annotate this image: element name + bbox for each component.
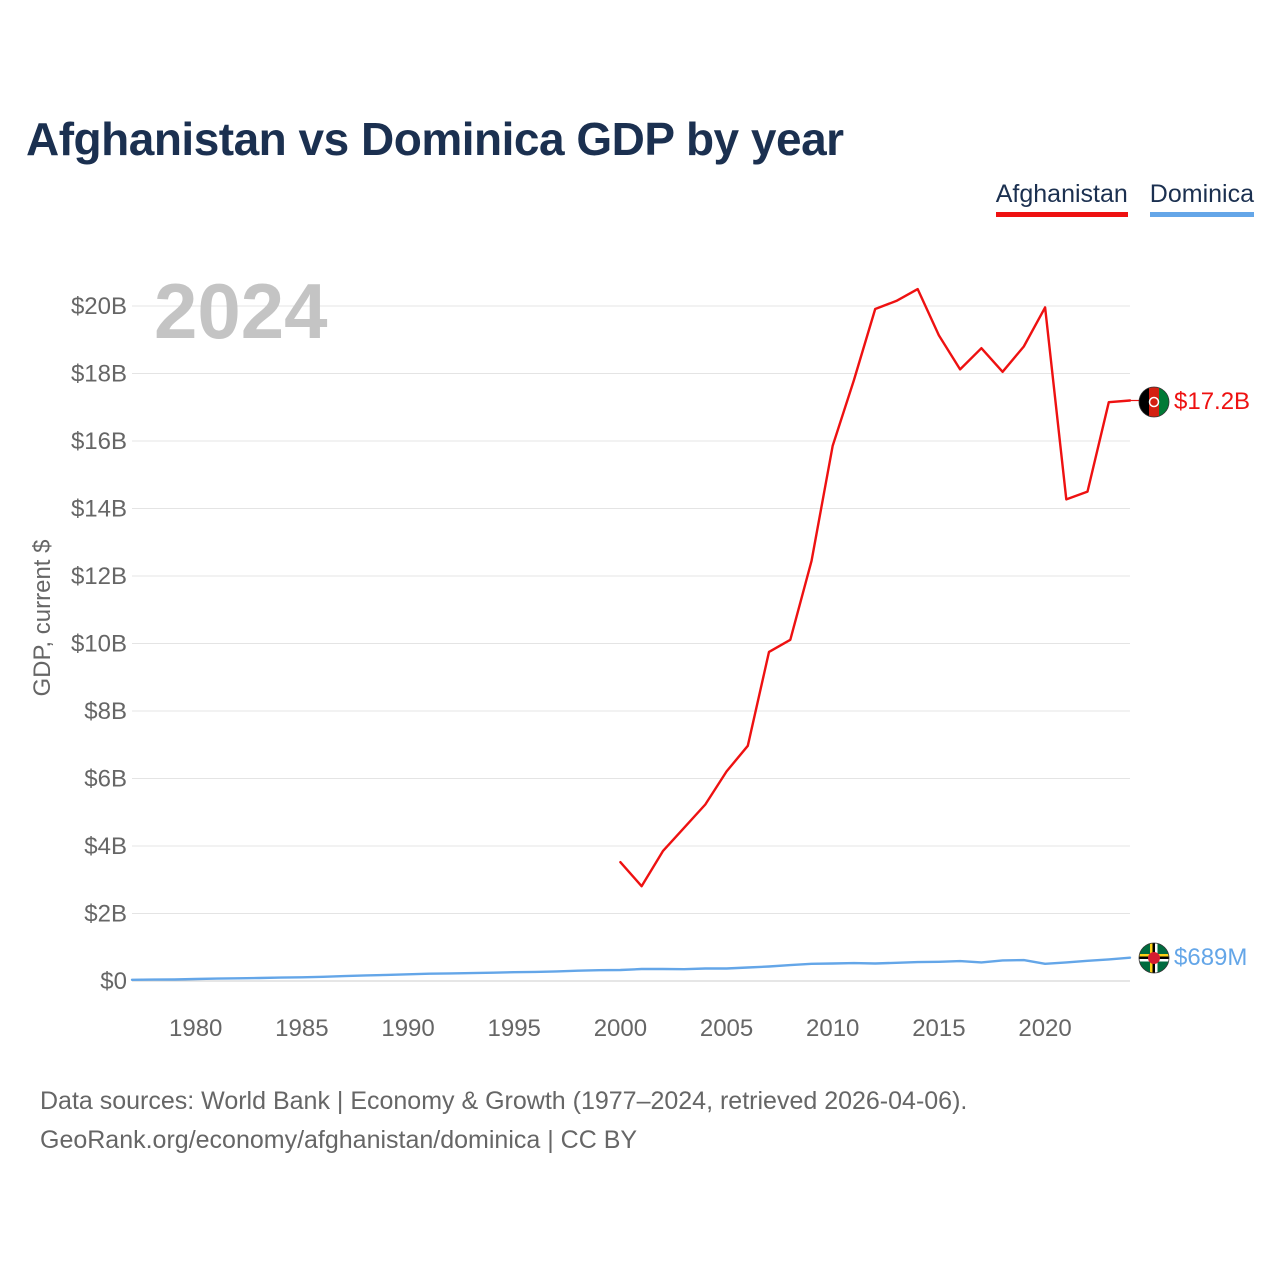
source-line-2[interactable]: GeoRank.org/economy/afghanistan/dominica… — [40, 1126, 638, 1154]
dominica-end-marker: $689M — [1138, 942, 1247, 974]
x-tick-label: 1980 — [169, 1015, 222, 1042]
year-watermark: 2024 — [154, 267, 328, 355]
afghanistan-end-label: $17.2B — [1174, 388, 1250, 415]
y-tick-label: $0 — [100, 968, 127, 995]
afghanistan-series-line[interactable] — [619, 287, 1132, 888]
y-tick-label: $12B — [71, 563, 127, 590]
legend-item-dominica[interactable]: Dominica — [1149, 180, 1254, 217]
afghanistan-end-marker: $17.2B — [1130, 386, 1250, 418]
dominica-series-line[interactable] — [130, 956, 1132, 981]
afghanistan-flag-icon — [1139, 387, 1169, 417]
y-tick-label: $2B — [84, 901, 127, 928]
y-tick-label: $4B — [84, 833, 127, 860]
x-tick-label: 1995 — [488, 1015, 541, 1042]
legend-item-afghanistan[interactable]: Afghanistan — [995, 180, 1128, 217]
y-tick-label: $10B — [71, 631, 127, 658]
y-axis-label: GDP, current $ — [29, 540, 56, 697]
y-tick-label: $6B — [84, 766, 127, 793]
x-tick-label: 2010 — [806, 1015, 859, 1042]
source-note: Data sources: World Bank | Economy & Gro… — [40, 1082, 967, 1160]
x-tick-label: 2005 — [700, 1015, 753, 1042]
gdp-line-chart: $0 $2B $4B $6B $8B $10B $12B $14B $16B $18B $20B 1… — [29, 267, 1250, 1042]
x-tick-label: 2015 — [912, 1015, 965, 1042]
x-tick-label: 1985 — [275, 1015, 328, 1042]
source-line-1: Data sources: World Bank | Economy & Gro… — [40, 1087, 968, 1115]
y-tick-label: $20B — [71, 293, 127, 320]
y-tick-label: $16B — [71, 428, 127, 455]
y-tick-label: $14B — [71, 496, 127, 523]
dominica-flag-icon — [1139, 943, 1169, 973]
legend: Afghanistan Dominica — [995, 180, 1254, 217]
y-tick-label: $18B — [71, 361, 127, 388]
chart-title: Afghanistan vs Dominica GDP by year — [26, 113, 844, 165]
dominica-end-label: $689M — [1174, 944, 1247, 971]
y-tick-label: $8B — [84, 698, 127, 725]
x-tick-label: 2000 — [594, 1015, 647, 1042]
x-tick-label: 2020 — [1018, 1015, 1071, 1042]
x-tick-label: 1990 — [381, 1015, 434, 1042]
